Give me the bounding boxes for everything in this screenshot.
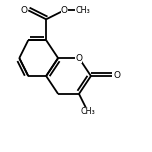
Text: O: O (20, 6, 27, 15)
Text: O: O (76, 54, 83, 63)
Text: CH₃: CH₃ (75, 6, 90, 15)
Text: O: O (114, 71, 121, 81)
Text: CH₃: CH₃ (81, 107, 95, 116)
Text: O: O (60, 6, 67, 15)
